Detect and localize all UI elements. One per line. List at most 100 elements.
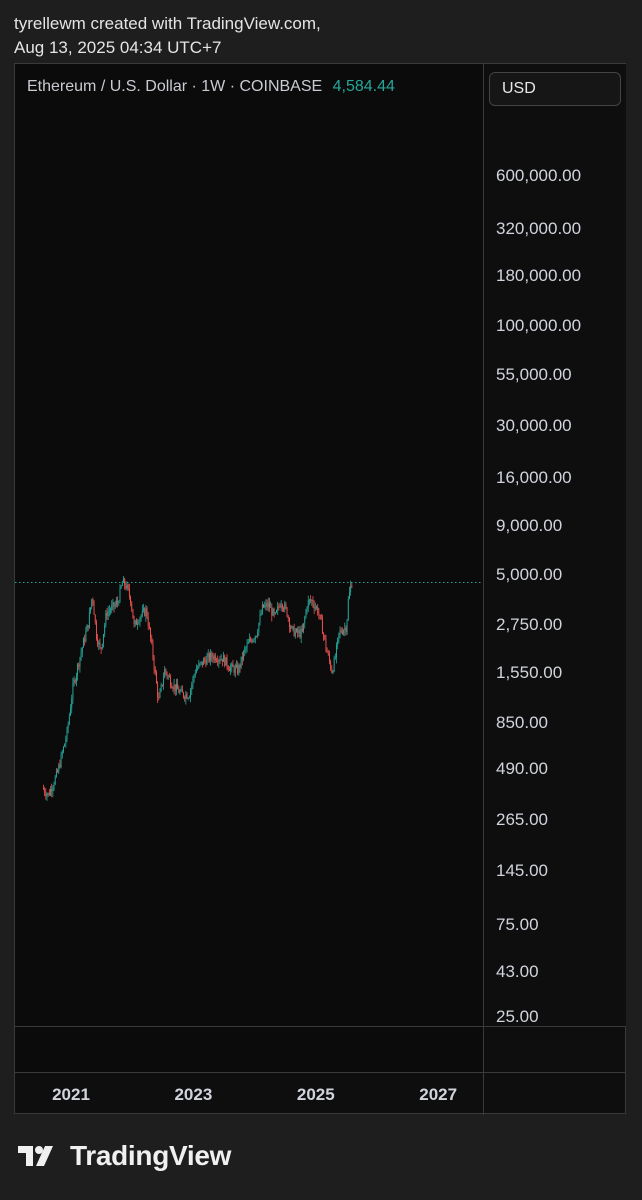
candle [138, 619, 140, 625]
candle [285, 601, 287, 610]
candle [130, 595, 132, 607]
candle [143, 603, 144, 613]
candle [123, 575, 124, 583]
chart-attribution: tyrellewm created with TradingView.com, … [14, 12, 321, 60]
candle [268, 597, 270, 612]
candle [211, 650, 213, 662]
candle [87, 625, 89, 632]
candle [334, 653, 336, 660]
candle [187, 697, 189, 701]
price-axis-tick: 180,000.00 [496, 266, 582, 286]
candle [158, 692, 160, 701]
candle [343, 629, 345, 636]
price-axis-tick: 490.00 [496, 758, 548, 778]
candle [273, 607, 275, 618]
candle [227, 665, 229, 672]
candle [212, 652, 214, 663]
candle [163, 672, 164, 690]
candle [141, 604, 143, 618]
candle [271, 603, 273, 622]
candle [80, 647, 82, 661]
candle [193, 673, 195, 683]
candle [307, 595, 309, 612]
price-axis-tick: 850.00 [496, 713, 548, 733]
price-plot-area[interactable]: Ethereum / U.S. Dollar · 1W · COINBASE 4… [15, 64, 483, 1026]
candle [139, 616, 141, 627]
candle [43, 784, 44, 791]
candle [219, 655, 221, 665]
candle [318, 607, 320, 620]
candle [170, 674, 172, 689]
candle [240, 656, 242, 669]
time-axis[interactable]: 2021 2023 2025 2027 [15, 1072, 483, 1115]
candle [298, 625, 300, 638]
candle [154, 665, 156, 676]
candle [57, 768, 59, 773]
candle [88, 607, 90, 629]
candle [124, 577, 126, 590]
candle [291, 625, 293, 630]
candle [110, 607, 111, 615]
candle [250, 636, 252, 643]
candle [340, 627, 342, 634]
candle [320, 613, 322, 620]
candle [326, 647, 328, 653]
candle [281, 603, 283, 613]
candle [168, 673, 170, 678]
candle [184, 695, 186, 702]
candle [338, 632, 340, 644]
indicator-pane[interactable] [15, 1026, 483, 1073]
price-axis-tick: 75.00 [496, 915, 539, 935]
candle [216, 657, 217, 663]
candle [308, 598, 310, 606]
candle [118, 600, 120, 606]
candle [48, 789, 50, 797]
candle [192, 675, 194, 689]
candle [90, 607, 91, 614]
candle [44, 786, 46, 797]
candle [190, 687, 192, 703]
candle [161, 684, 163, 688]
candle [178, 685, 180, 694]
candle [345, 625, 347, 636]
candle [77, 662, 79, 681]
price-axis-tick: 55,000.00 [496, 365, 572, 385]
candle [220, 654, 222, 661]
candle [79, 656, 81, 673]
candle [336, 642, 337, 664]
candle [214, 652, 216, 664]
candle [226, 654, 228, 671]
price-axis-tick: 100,000.00 [496, 315, 582, 335]
time-axis-corner [483, 1072, 626, 1115]
candle [114, 600, 116, 609]
candle [341, 627, 343, 636]
price-axis-tick: 9,000.00 [496, 516, 563, 536]
candle [311, 599, 313, 606]
candle [199, 662, 201, 667]
candle [248, 633, 250, 643]
candle [221, 658, 223, 667]
candle [58, 762, 60, 775]
time-axis-tick: 2023 [174, 1085, 213, 1104]
candle [239, 663, 241, 673]
candle [71, 694, 73, 714]
candle [233, 665, 235, 676]
candle [207, 649, 209, 663]
price-axis[interactable]: 600,000.00 320,000.00 180,000.00 100,000.00… [483, 64, 626, 1026]
candle [346, 618, 348, 635]
candle [290, 624, 292, 633]
candle [200, 661, 202, 666]
currency-button[interactable]: USD [489, 72, 621, 106]
candle [332, 670, 334, 675]
candle [51, 783, 53, 798]
candle [258, 622, 260, 636]
candle [157, 681, 159, 704]
candle [194, 669, 196, 678]
candle [75, 672, 77, 687]
candle [197, 665, 199, 671]
candle [263, 604, 264, 608]
candle [146, 606, 148, 619]
candle [252, 638, 254, 643]
candle [306, 605, 308, 615]
candle [55, 768, 57, 778]
